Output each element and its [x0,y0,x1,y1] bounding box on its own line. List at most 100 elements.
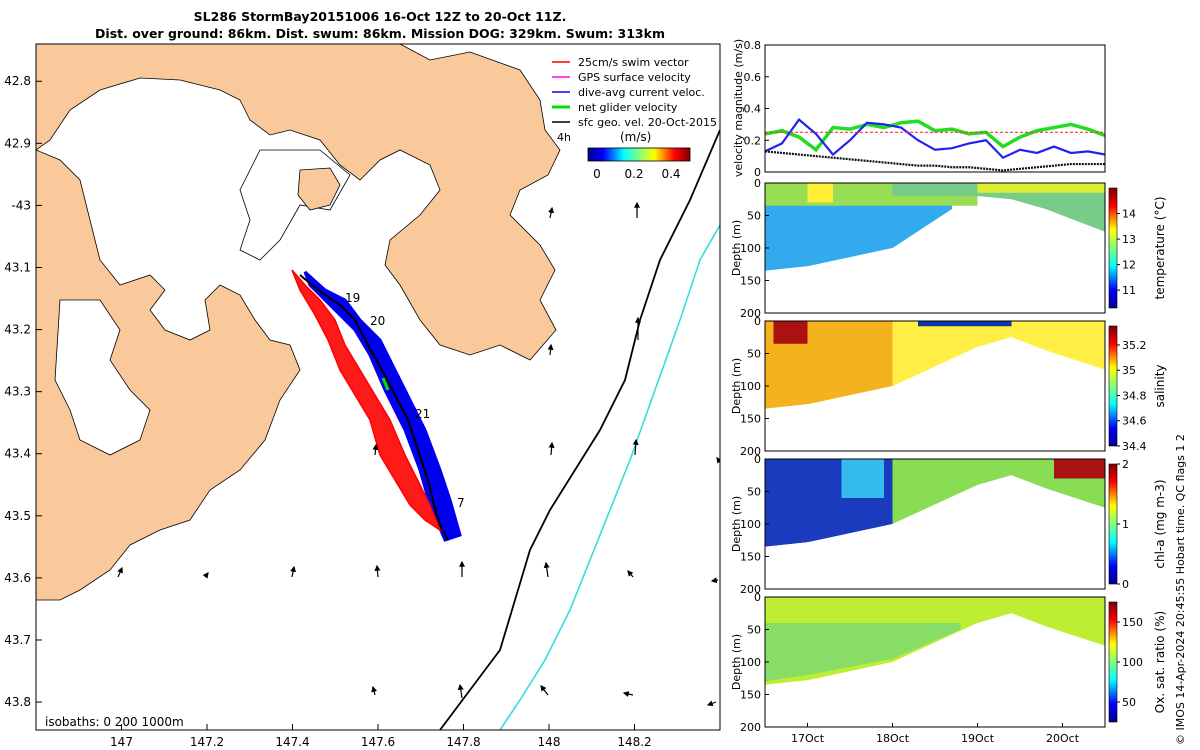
colorbar-tick-0.2: 0.2 [624,167,643,181]
chl-a-region [892,459,1105,524]
time-tick-label: 20Oct [1046,732,1080,745]
chl-a-region [841,459,884,498]
dive-avg-current-vectors [303,270,462,542]
figure-title-line-2: Dist. over ground: 86km. Dist. swum: 86k… [95,26,665,41]
temperature-region [807,183,833,203]
salinity-colorbar [1108,325,1118,447]
salinity-panel: 0 50 100 150 200 Depth (m) 35.2 35 34.8 34.6 34.4 s… [730,315,1167,458]
day-label-21: 21 [415,407,430,421]
map-y-tick-label: 43.6 [4,571,31,585]
map-y-tick-label: 43.7 [4,633,31,647]
map-x-tick-label: 148.2 [617,735,651,749]
colorbar-tick-0: 0 [593,167,601,181]
oxygen-colorbar [1108,601,1118,723]
depth-tick-label: 200 [740,307,761,320]
depth-tick-label: 50 [747,210,761,223]
depth-tick-label: 150 [740,689,761,702]
map-x-tick-label: 147 [110,735,133,749]
land-small-island [297,167,341,211]
temperature-region [765,202,952,271]
legend-dive-avg: dive-avg current veloc. [578,86,705,99]
map-y-tick-label: 43.8 [4,695,31,709]
oxygen-section [765,597,1105,685]
oxygen-colorbar-tick-label: 100 [1122,656,1143,669]
time-tick-label: 17Oct [791,732,825,745]
land-tasman-peninsula-north [36,44,561,361]
salinity-region [918,321,1012,327]
time-tick-label: 19Oct [961,732,995,745]
oxygen-colorbar-label: Ox. sat. ratio (%) [1153,611,1167,713]
depth-tick-label: 200 [740,445,761,458]
chl-a-ylabel: Depth (m) [730,496,743,552]
velocity-y-tick-label: 0 [754,166,761,179]
temperature-colorbar-label: temperature (°C) [1153,197,1167,300]
temperature-colorbar-tick-label: 11 [1122,284,1136,297]
temperature-ylabel: Depth (m) [730,220,743,276]
legend-sfc-geo: sfc geo. vel. 20-Oct-2015 [578,116,717,129]
map-x-tick-label: 147.4 [275,735,309,749]
temperature-colorbar-tick-label: 13 [1122,233,1136,246]
map-y-tick-label: 43.1 [4,260,31,274]
map-x-tick-label: 147.6 [361,735,395,749]
velocity-frame [764,44,1106,173]
depth-tick-label: 150 [740,413,761,426]
velocity-series-dive-avg-current-veloc- [765,118,1105,160]
land-bay-cutout [54,299,151,456]
depth-tick-label: 150 [740,551,761,564]
map-legend: 25cm/s swim vector GPS surface velocity … [552,56,717,181]
oxygen-colorbar-tick-label: 150 [1122,616,1143,629]
chl-a-colorbar-tick-label: 1 [1122,518,1129,531]
land-peninsula-west [36,149,301,601]
map-y-tick-label: 42.8 [4,74,31,88]
salinity-colorbar-tick-label: 35 [1122,364,1136,377]
depth-tick-label: 100 [740,242,761,255]
oxygen-colorbar-tick-label: 50 [1122,696,1136,709]
chl-a-colorbar-tick-label: 0 [1122,578,1129,591]
scale-label-4h: 4h [557,131,571,144]
figure-title-line-1: SL286 StormBay20151006 16-Oct 12Z to 20-… [193,9,567,24]
velocity-y-tick-label: 0.4 [744,103,762,116]
velocity-panel: 0 0.2 0.4 0.6 0.8 velocity magnitude (m/s) [732,39,1106,179]
day-label-19: 19 [345,291,360,305]
depth-tick-label: 100 [740,380,761,393]
map-x-tick-label: 147.8 [446,735,480,749]
depth-tick-label: 100 [740,518,761,531]
depth-tick-label: 50 [747,486,761,499]
map-y-tick-label: 43.4 [4,447,31,461]
copyright-note: © IMOS 14-Apr-2024 20:45:55 Hobart time.… [1174,434,1187,745]
salinity-colorbar-tick-label: 35.2 [1122,339,1147,352]
swim-vectors [291,269,442,532]
salinity-region [773,321,808,344]
depth-tick-label: 0 [754,453,761,466]
day-label-20: 20 [370,314,385,328]
depth-tick-label: 0 [754,591,761,604]
salinity-colorbar-tick-label: 34.4 [1122,440,1147,453]
isobath-200m [439,129,720,730]
velocity-y-tick-label: 0.8 [744,39,762,52]
speed-colorbar [587,147,691,162]
velocity-ylabel: velocity magnitude (m/s) [732,39,745,177]
depth-tick-label: 50 [747,624,761,637]
glider-track-line [299,274,449,541]
sfc-geo-velocity-arrows [117,201,720,707]
chl-a-panel: 0 50 100 150 200 Depth (m) 2 1 0 chl-a (mg m-3) [730,453,1167,596]
chl-a-section [765,459,1105,547]
map-x-tick-label: 148 [538,735,561,749]
salinity-ylabel: Depth (m) [730,358,743,414]
depth-tick-label: 50 [747,348,761,361]
depth-tick-label: 0 [754,177,761,190]
velocity-y-tick-label: 0.2 [744,134,762,147]
temperature-colorbar [1108,187,1118,309]
net-glider-velocity-marker [381,377,390,391]
map-y-tick-label: 43.5 [4,509,31,523]
colorbar-units: (m/s) [620,130,651,144]
map-x-axis: 147 147.2 147.4 147.6 147.8 148 148.2 [110,724,652,749]
time-tick-label: 18Oct [876,732,910,745]
depth-tick-label: 150 [740,275,761,288]
temperature-section [765,183,1105,271]
temperature-region [977,183,1105,193]
day-label-7: 7 [457,496,465,510]
